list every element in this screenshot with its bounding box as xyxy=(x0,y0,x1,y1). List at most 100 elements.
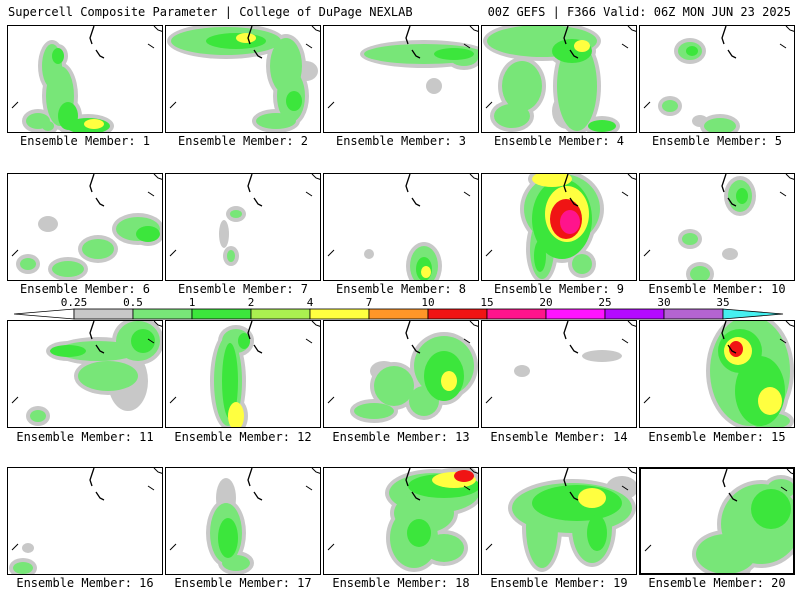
colorbar-tick-label: 10 xyxy=(421,296,435,309)
scp-field-map xyxy=(327,26,478,109)
scp-contour xyxy=(557,41,597,131)
scp-contour xyxy=(514,365,530,377)
ensemble-member-map-14[interactable] xyxy=(481,320,637,428)
scp-field-map xyxy=(643,321,794,427)
scp-contour xyxy=(424,534,464,562)
ensemble-member-map-18[interactable] xyxy=(323,467,479,575)
scp-contour xyxy=(662,100,678,112)
scp-contour xyxy=(20,258,36,270)
scp-contour xyxy=(228,402,244,427)
scp-field-map xyxy=(327,321,478,423)
colorbar-tick-label: 0.5 xyxy=(123,296,143,309)
scp-contour xyxy=(690,266,710,280)
scp-contour xyxy=(230,210,242,218)
ensemble-member-map-1[interactable] xyxy=(7,25,163,133)
scp-contour xyxy=(256,113,296,129)
scp-contour xyxy=(13,562,33,574)
scp-contour xyxy=(588,120,616,132)
colorbar-tick-label: 15 xyxy=(480,296,494,309)
colorbar-tick-label: 0.25 xyxy=(60,296,88,309)
scp-field-map xyxy=(643,174,794,280)
ensemble-member-map-4[interactable] xyxy=(481,25,637,133)
scp-contour xyxy=(364,249,374,259)
ensemble-member-map-9[interactable] xyxy=(481,173,637,281)
colorbar-segment xyxy=(368,308,429,320)
scp-field-map xyxy=(9,468,162,574)
scp-contour xyxy=(426,78,442,94)
ensemble-member-map-20[interactable] xyxy=(639,467,795,575)
ensemble-member-label: Ensemble Member: 1 xyxy=(19,134,151,148)
scp-contour xyxy=(454,470,474,482)
scp-contour xyxy=(582,350,622,362)
valid-time-label: 00Z GEFS | F366 Valid: 06Z MON JUN 23 20… xyxy=(487,5,791,19)
ensemble-member-label: Ensemble Member: 10 xyxy=(648,282,786,296)
ensemble-member-label: Ensemble Member: 11 xyxy=(16,430,154,444)
ensemble-member-map-7[interactable] xyxy=(165,173,321,281)
ensemble-member-label: Ensemble Member: 16 xyxy=(16,576,154,590)
ensemble-member-map-11[interactable] xyxy=(7,320,163,428)
colorbar-tick-label: 2 xyxy=(247,296,255,309)
ensemble-member-map-17[interactable] xyxy=(165,467,321,575)
scp-contour xyxy=(78,361,138,391)
ensemble-member-map-10[interactable] xyxy=(639,173,795,281)
colorbar-segment xyxy=(486,308,547,320)
colorbar-segment xyxy=(132,308,193,320)
scp-field-map xyxy=(11,321,162,426)
scp-contour xyxy=(38,216,58,232)
colorbar-tick-label: 30 xyxy=(657,296,671,309)
scp-contour xyxy=(82,239,114,259)
scp-contour xyxy=(578,488,606,508)
ensemble-member-map-15[interactable] xyxy=(639,320,795,428)
scp-field-map xyxy=(485,468,636,572)
scp-contour xyxy=(729,341,743,357)
ensemble-member-label: Ensemble Member: 5 xyxy=(651,134,783,148)
scp-field-map xyxy=(483,26,636,132)
ensemble-member-map-3[interactable] xyxy=(323,25,479,133)
colorbar xyxy=(14,308,784,320)
colorbar-tick-label: 35 xyxy=(716,296,730,309)
ensemble-member-label: Ensemble Member: 2 xyxy=(177,134,309,148)
ensemble-member-map-5[interactable] xyxy=(639,25,795,133)
ensemble-member-label: Ensemble Member: 14 xyxy=(490,430,628,444)
ensemble-member-map-12[interactable] xyxy=(165,320,321,428)
ensemble-member-map-13[interactable] xyxy=(323,320,479,428)
colorbar-tick-label: 20 xyxy=(539,296,553,309)
scp-contour xyxy=(682,233,698,245)
scp-contour xyxy=(30,410,46,422)
ensemble-member-label: Ensemble Member: 15 xyxy=(648,430,786,444)
colorbar-segment xyxy=(250,308,311,320)
page-title: Supercell Composite Parameter | College … xyxy=(8,5,413,19)
scp-field-map xyxy=(169,174,320,266)
ensemble-member-map-6[interactable] xyxy=(7,173,163,281)
scp-contour xyxy=(236,33,256,43)
scp-contour xyxy=(206,33,266,49)
scp-contour xyxy=(532,174,572,187)
scp-field-map xyxy=(327,174,478,280)
scp-contour xyxy=(587,515,607,551)
scp-contour xyxy=(218,518,238,558)
scp-contour xyxy=(758,387,782,415)
scp-field-map xyxy=(167,26,320,132)
colorbar-segment xyxy=(427,308,488,320)
colorbar-segment xyxy=(604,308,665,320)
ensemble-member-label: Ensemble Member: 20 xyxy=(648,576,786,590)
ensemble-member-label: Ensemble Member: 17 xyxy=(174,576,312,590)
scp-contour xyxy=(131,329,155,353)
scp-contour xyxy=(84,119,104,129)
ensemble-member-map-19[interactable] xyxy=(481,467,637,575)
ensemble-member-map-8[interactable] xyxy=(323,173,479,281)
scp-contour xyxy=(354,403,394,419)
ensemble-member-label: Ensemble Member: 7 xyxy=(177,282,309,296)
ensemble-member-label: Ensemble Member: 8 xyxy=(335,282,467,296)
scp-contour xyxy=(219,220,229,248)
scp-field-map xyxy=(327,468,478,572)
ensemble-member-map-2[interactable] xyxy=(165,25,321,133)
scp-contour xyxy=(286,91,302,111)
colorbar-tick-label: 4 xyxy=(306,296,314,309)
ensemble-member-map-16[interactable] xyxy=(7,467,163,575)
ensemble-member-label: Ensemble Member: 13 xyxy=(332,430,470,444)
scp-contour xyxy=(238,333,250,349)
scp-contour xyxy=(704,118,736,132)
scp-contour xyxy=(421,266,431,278)
colorbar-segment xyxy=(309,308,370,320)
